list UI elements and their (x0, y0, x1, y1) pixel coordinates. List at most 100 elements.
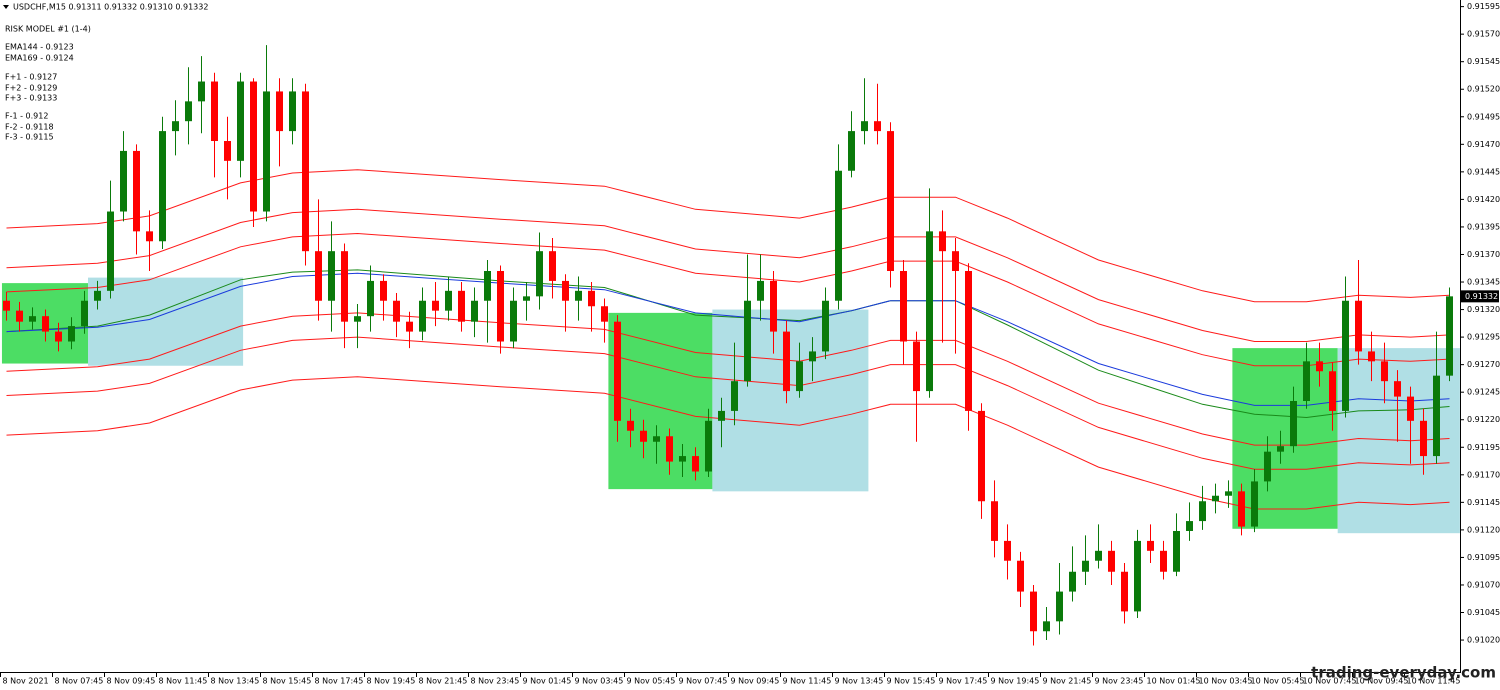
candle-body (575, 290, 582, 301)
x-tick-label: 8 Nov 23:45 (471, 677, 520, 686)
candle-body (1420, 420, 1427, 457)
candle-body (913, 341, 920, 392)
candle-body (224, 141, 231, 161)
candle-body (250, 81, 257, 212)
y-tick-label: 0.91170 (1467, 470, 1500, 479)
candle-body (822, 300, 829, 352)
candle-body (497, 271, 504, 342)
x-tick-label: 8 Nov 2021 (3, 677, 49, 686)
candle-body (796, 361, 803, 392)
candle-body (809, 351, 816, 362)
candle-body (991, 501, 998, 541)
indicator-line (6, 272, 1450, 406)
candle-body (1017, 560, 1024, 592)
candle-body (1030, 591, 1037, 632)
candle-body (198, 81, 205, 102)
candle-body (237, 81, 244, 161)
candle-body (1329, 371, 1336, 411)
candle-body (1108, 550, 1115, 572)
candle-body (120, 150, 127, 212)
info-line: F-1 - 0.912 (5, 112, 48, 121)
candle-body (393, 300, 400, 322)
x-tick-label: 9 Nov 17:45 (939, 677, 988, 686)
candle-body (3, 300, 10, 311)
y-tick-label: 0.91420 (1467, 195, 1500, 204)
candle-body (1446, 296, 1453, 376)
candle-body (458, 290, 465, 322)
candle-body (1368, 351, 1375, 362)
candle-body (627, 420, 634, 431)
y-tick-label: 0.91570 (1467, 30, 1500, 39)
candle-body (523, 296, 530, 301)
x-tick-label: 10 Nov 07:45 (1303, 677, 1357, 686)
candle-body (1238, 491, 1245, 527)
candle-body (601, 306, 608, 322)
candle-body (926, 231, 933, 392)
x-tick-label: 8 Nov 17:45 (315, 677, 364, 686)
indicator-line (6, 169, 1450, 303)
candle-body (81, 300, 88, 327)
y-tick-label: 0.91495 (1467, 112, 1500, 121)
candle-body (653, 436, 660, 442)
candle-body (1433, 375, 1440, 457)
candle-body (211, 81, 218, 142)
info-panel: RISK MODEL #1 (1-4) EMA144 - 0.9123 EMA169… (5, 25, 91, 142)
candle-body (510, 300, 517, 342)
x-tick-label: 8 Nov 15:45 (263, 677, 312, 686)
candle-body (1394, 381, 1401, 397)
zone (712, 309, 869, 492)
y-tick-label: 0.91020 (1467, 636, 1500, 645)
y-tick-label: 0.91295 (1467, 333, 1500, 342)
candle-body (445, 290, 452, 311)
x-tick-label: 10 Nov 03:45 (1199, 677, 1253, 686)
y-tick-label: 0.91145 (1467, 498, 1500, 507)
candle-body (1264, 451, 1271, 482)
candle-body (692, 456, 699, 472)
candle-body (159, 131, 166, 242)
candle-body (406, 321, 413, 332)
zone (1232, 348, 1338, 529)
y-tick-label: 0.91220 (1467, 415, 1500, 424)
y-tick-label: 0.91095 (1467, 553, 1500, 562)
info-line: F+1 - 0.9127 (5, 73, 57, 82)
candle-body (367, 280, 374, 317)
x-tick-label: 9 Nov 15:45 (887, 677, 936, 686)
candle-body (874, 121, 881, 132)
candle-body (94, 290, 101, 301)
y-tick-label: 0.91195 (1467, 443, 1500, 452)
candle-body (1147, 540, 1154, 551)
candle-body (666, 436, 673, 462)
candle-body (1004, 540, 1011, 561)
candle-body (549, 251, 556, 281)
candle-body (1407, 396, 1414, 421)
x-tick-label: 9 Nov 01:45 (523, 677, 572, 686)
candle-body (263, 91, 270, 212)
candle-body (1290, 400, 1297, 447)
indicator-line (6, 208, 1450, 342)
candle-body (861, 121, 868, 132)
candle-body (536, 251, 543, 297)
x-tick-label: 9 Nov 19:45 (991, 677, 1040, 686)
candle-body (1160, 550, 1167, 572)
x-tick-label: 9 Nov 09:45 (731, 677, 780, 686)
candle-body (42, 316, 49, 332)
x-tick-label: 8 Nov 19:45 (367, 677, 416, 686)
y-tick-label: 0.91270 (1467, 360, 1500, 369)
candle-body (1199, 501, 1206, 522)
x-tick-label: 8 Nov 07:45 (55, 677, 104, 686)
x-tick-label: 9 Nov 03:45 (575, 677, 624, 686)
candle-body (302, 91, 309, 252)
candle-body (978, 410, 985, 502)
candle-body (1056, 591, 1063, 622)
candle-body (16, 310, 23, 322)
candles (3, 45, 1453, 646)
x-tick-label: 9 Nov 07:45 (679, 677, 728, 686)
candle-body (380, 280, 387, 301)
x-tick-label: 10 Nov 11:45 (1407, 677, 1461, 686)
candle-body (1381, 361, 1388, 382)
candle-body (952, 251, 959, 272)
chart-header: USDCHF,M15 0.91311 0.91332 0.91310 0.913… (13, 3, 208, 12)
candle-body (133, 150, 140, 232)
